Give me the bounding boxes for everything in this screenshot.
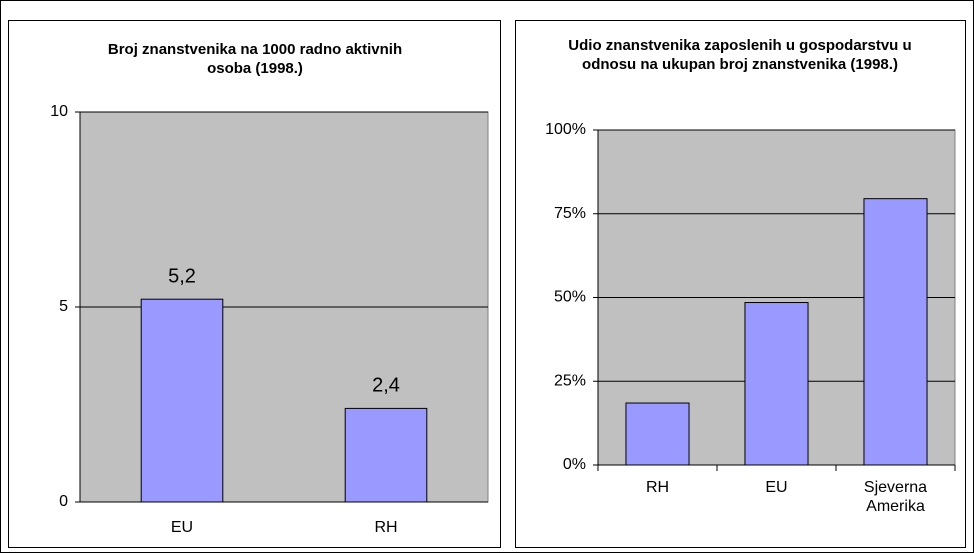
- data-label: 2,4: [372, 375, 400, 397]
- bar: [140, 298, 224, 503]
- bar: [625, 402, 690, 466]
- chart-title-box: Udio znanstvenika zaposlenih u gospodars…: [568, 37, 912, 73]
- bar: [344, 407, 428, 503]
- y-tick-label: 100%: [545, 121, 586, 138]
- chart-title-box: Broj znanstvenika na 1000 radno aktivnih…: [107, 41, 403, 77]
- chart-title: Broj znanstvenika na 1000 radno aktivnih…: [107, 41, 403, 77]
- x-tick-label-box: EU: [170, 519, 194, 536]
- x-tick-label: RH: [645, 479, 670, 496]
- y-tick-label: 25%: [554, 372, 586, 389]
- x-tick-label-box: Sjeverna Amerika: [863, 479, 928, 515]
- y-tick-label: 10: [50, 103, 68, 120]
- chart-title: Udio znanstvenika zaposlenih u gospodars…: [568, 37, 912, 73]
- x-tick-label: Sjeverna Amerika: [863, 479, 928, 515]
- bar: [863, 198, 928, 466]
- x-tick-label-box: EU: [765, 479, 788, 496]
- y-tick-label: 0: [59, 493, 68, 510]
- x-tick-label-box: RH: [374, 519, 398, 536]
- x-tick-label-box: RH: [645, 479, 670, 496]
- x-tick-label: RH: [374, 519, 398, 536]
- y-tick-label: 0%: [563, 456, 586, 473]
- y-tick-label: 75%: [554, 205, 586, 222]
- x-tick-label: EU: [765, 479, 788, 496]
- data-label: 5,2: [168, 265, 196, 287]
- y-tick-label: 50%: [554, 289, 586, 306]
- y-tick-label: 5: [59, 298, 68, 315]
- x-tick-label: EU: [170, 519, 194, 536]
- bar: [744, 302, 809, 466]
